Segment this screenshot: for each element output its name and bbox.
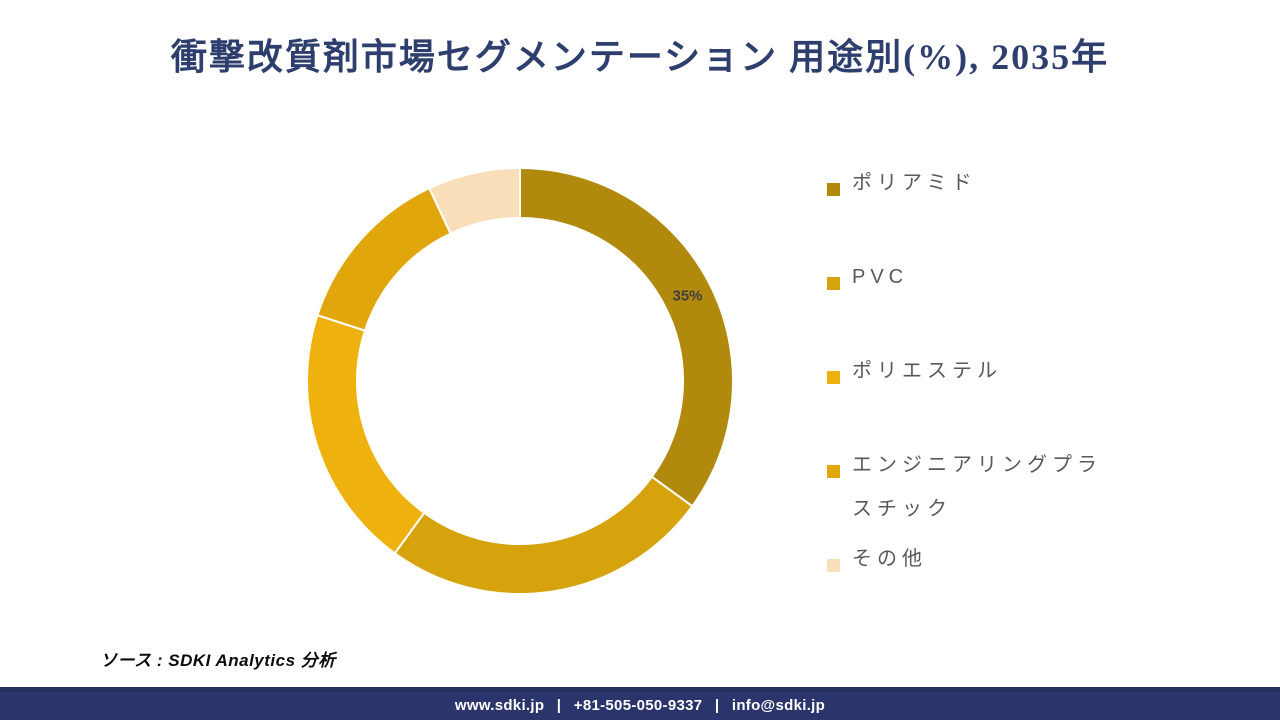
legend-item-others[interactable]: その他 [827,544,1127,638]
legend-label: ポリアミド [852,172,977,194]
legend-swatch-others-icon [827,559,840,572]
legend: ポリアミド PVC ポリエステル エンジニアリングプラスチック その他 [827,168,1127,638]
footer-separator: | [556,697,562,714]
legend-swatch-polyamide-icon [827,183,840,196]
donut-svg: 35% [306,166,734,595]
legend-item-polyamide[interactable]: ポリアミド [827,168,1127,262]
legend-item-polyester[interactable]: ポリエステル [827,356,1127,450]
page-title: 衝撃改質剤市場セグメンテーション 用途別(%), 2035年 [170,37,1110,77]
donut-segment-pvc[interactable] [393,475,694,595]
footer-bar: www.sdki.jp | +81-505-050-9337 | info@sd… [0,687,1280,720]
legend-swatch-engineering-plastics-icon [827,465,840,478]
donut-chart: 35% [300,161,740,601]
legend-swatch-pvc-icon [827,277,840,290]
legend-label: PVC [852,266,909,288]
footer-email-link[interactable]: info@sdki.jp [731,697,826,714]
source-note: ソース : SDKI Analytics 分析 [100,651,336,670]
legend-swatch-polyester-icon [827,371,840,384]
footer-website-link[interactable]: www.sdki.jp [454,697,545,714]
legend-label: エンジニアリングプラスチック [852,454,1102,520]
donut-segment-polyester[interactable] [306,313,426,555]
legend-label: その他 [852,548,927,570]
footer-text: www.sdki.jp | +81-505-050-9337 | info@sd… [455,697,825,714]
legend-label: ポリエステル [852,360,1002,382]
legend-item-engineering-plastics[interactable]: エンジニアリングプラスチック [827,450,1127,544]
donut-segment-engineering-plastics[interactable] [316,186,452,332]
segment-data-label-polyamide: 35% [672,288,702,305]
donut-segment-polyamide[interactable] [519,166,734,508]
footer-separator: | [714,697,720,714]
legend-item-pvc[interactable]: PVC [827,262,1127,356]
donut-segment-others[interactable] [427,166,521,235]
footer-phone: +81-505-050-9337 [573,697,703,714]
